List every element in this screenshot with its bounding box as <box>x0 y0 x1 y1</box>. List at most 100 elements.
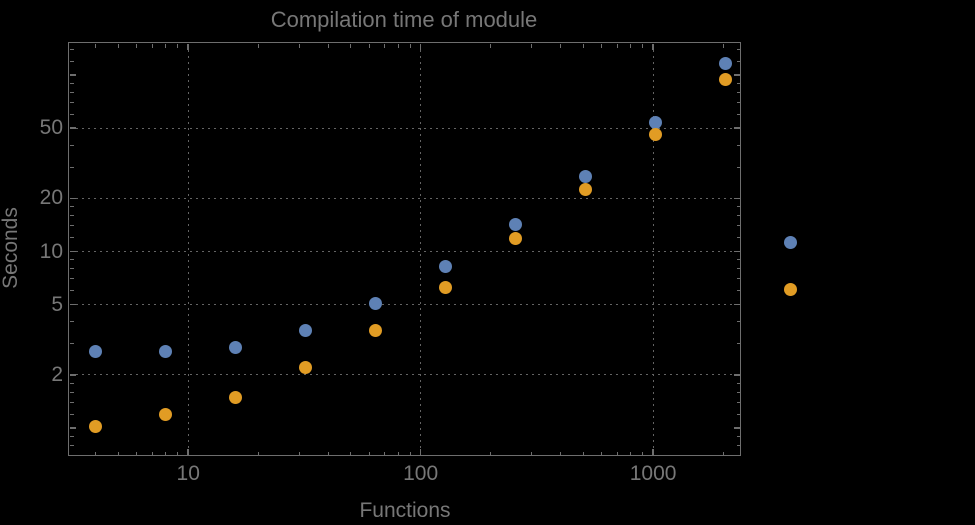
x-minor-tick <box>151 44 153 48</box>
x-minor-tick <box>136 44 138 48</box>
y-gridline <box>70 304 739 306</box>
y-gridline <box>70 197 739 199</box>
y-minor-tick <box>736 391 740 393</box>
y-major-tick <box>734 197 740 200</box>
y-minor-tick <box>70 435 74 437</box>
y-gridline <box>70 251 739 253</box>
y-tick-label: 20 <box>39 186 63 210</box>
x-minor-tick <box>397 44 399 48</box>
data-point-series-1-blue <box>509 217 523 231</box>
y-major-tick <box>734 74 740 76</box>
x-minor-tick <box>490 44 492 48</box>
y-major-tick <box>734 427 740 429</box>
y-minor-tick <box>70 215 74 217</box>
y-minor-tick <box>736 290 740 292</box>
y-minor-tick <box>70 268 74 270</box>
x-minor-tick <box>616 44 618 48</box>
x-minor-tick <box>368 451 370 455</box>
x-minor-tick <box>490 451 492 455</box>
data-point-series-2-orange <box>579 183 593 197</box>
x-minor-tick <box>384 451 386 455</box>
y-minor-tick <box>70 343 74 345</box>
chart-title: Compilation time of module <box>270 7 538 32</box>
x-minor-tick <box>582 451 584 455</box>
y-major-tick <box>70 197 76 200</box>
data-point-series-2-orange <box>648 128 662 142</box>
y-minor-tick <box>736 215 740 217</box>
data-point-series-1-blue <box>648 115 662 129</box>
y-minor-tick <box>70 444 74 446</box>
x-minor-tick <box>531 451 533 455</box>
y-minor-tick <box>70 113 74 115</box>
y-major-tick <box>734 303 740 306</box>
x-minor-tick <box>616 451 618 455</box>
x-axis-label: Functions <box>359 499 451 522</box>
y-major-tick <box>734 250 740 253</box>
y-major-tick <box>734 127 740 129</box>
x-tick-label: 1000 <box>629 462 677 485</box>
data-point-series-2-orange <box>439 280 453 294</box>
x-minor-tick <box>531 44 533 48</box>
y-tick-label: 10 <box>39 239 63 263</box>
y-major-tick <box>70 127 76 129</box>
y-major-tick <box>70 74 76 76</box>
x-minor-tick <box>165 451 167 455</box>
x-minor-tick <box>350 451 352 455</box>
y-minor-tick <box>70 391 74 393</box>
y-minor-tick <box>736 268 740 270</box>
x-minor-tick <box>257 451 259 455</box>
data-point-series-2-orange <box>89 420 103 434</box>
data-point-series-1-blue <box>229 341 243 355</box>
x-minor-tick <box>298 44 300 48</box>
y-tick-label: 2 <box>51 362 63 386</box>
x-gridline <box>187 44 189 454</box>
data-point-series-1-blue <box>159 345 173 359</box>
y-minor-tick <box>70 82 74 84</box>
y-minor-tick <box>736 91 740 93</box>
y-gridline <box>70 374 739 376</box>
y-minor-tick <box>70 60 74 62</box>
y-minor-tick <box>70 382 74 384</box>
plot-frame <box>68 42 741 456</box>
y-major-tick <box>70 427 76 429</box>
y-minor-tick <box>70 290 74 292</box>
x-minor-tick <box>117 451 119 455</box>
y-minor-tick <box>736 444 740 446</box>
x-minor-tick <box>722 44 724 48</box>
x-minor-tick <box>368 44 370 48</box>
x-minor-tick <box>257 44 259 48</box>
x-minor-tick <box>95 451 97 455</box>
x-tick-label: 100 <box>403 462 439 485</box>
data-point-series-1-blue <box>718 57 732 71</box>
y-minor-tick <box>70 101 74 103</box>
x-minor-tick <box>630 451 632 455</box>
x-minor-tick <box>560 44 562 48</box>
x-major-tick <box>419 44 422 50</box>
y-minor-tick <box>736 237 740 239</box>
x-minor-tick <box>177 44 179 48</box>
legend-marker-1 <box>783 235 797 249</box>
x-major-tick <box>652 44 654 50</box>
x-minor-tick <box>117 44 119 48</box>
x-minor-tick <box>384 44 386 48</box>
x-minor-tick <box>409 44 411 48</box>
data-point-series-2-orange <box>159 407 173 421</box>
y-major-tick <box>70 303 76 306</box>
y-minor-tick <box>70 237 74 239</box>
x-minor-tick <box>582 44 584 48</box>
x-major-tick <box>187 449 189 455</box>
y-tick-label: 50 <box>39 116 63 140</box>
data-point-series-1-blue <box>439 260 453 274</box>
x-minor-tick <box>165 44 167 48</box>
y-minor-tick <box>70 225 74 227</box>
y-minor-tick <box>736 435 740 437</box>
x-minor-tick <box>560 451 562 455</box>
data-point-series-1-blue <box>299 324 313 338</box>
data-point-series-2-orange <box>369 324 383 338</box>
y-axis-label: Seconds <box>0 207 22 289</box>
x-minor-tick <box>136 451 138 455</box>
x-minor-tick <box>327 44 329 48</box>
x-gridline <box>652 44 654 454</box>
y-minor-tick <box>736 259 740 261</box>
x-major-tick <box>419 449 422 455</box>
